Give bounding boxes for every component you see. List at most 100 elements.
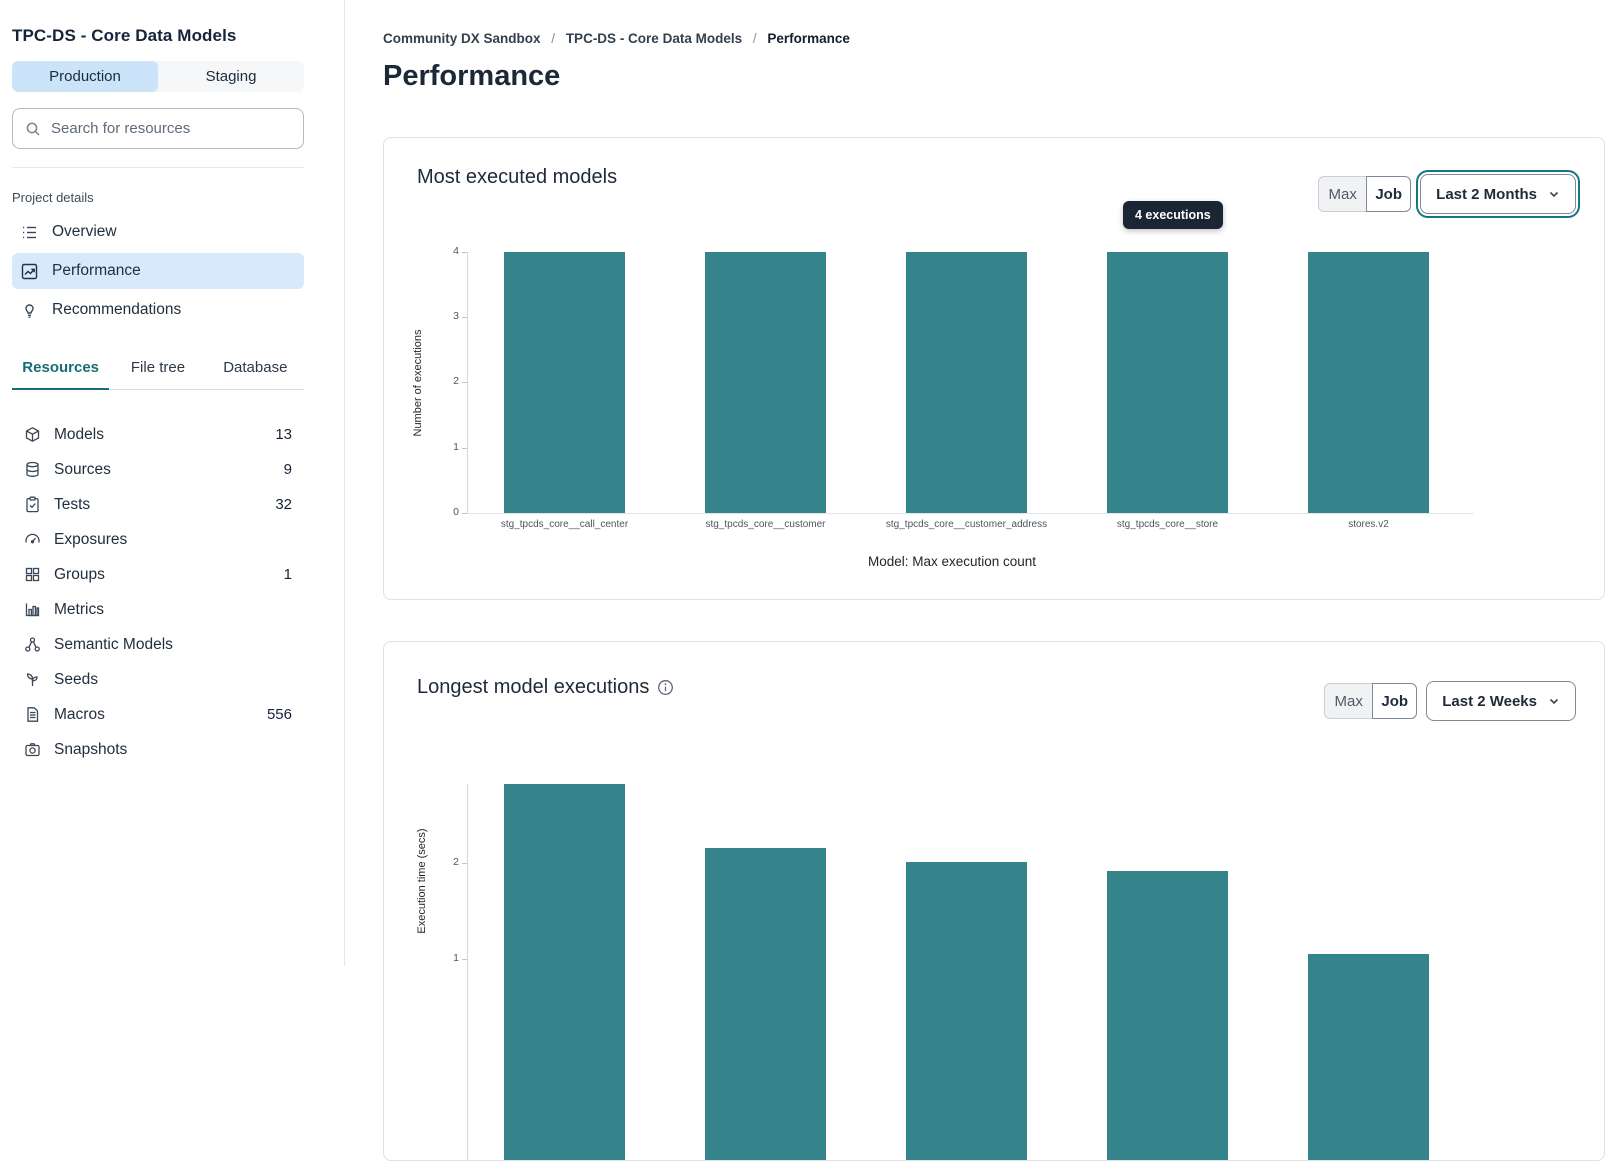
breadcrumb-current: Performance — [767, 31, 850, 46]
grid-icon — [24, 566, 41, 583]
resource-item-models[interactable]: Models 13 — [12, 417, 304, 452]
resource-label: Models — [54, 425, 104, 443]
resource-label: Groups — [54, 565, 105, 583]
search-box[interactable] — [12, 108, 304, 149]
resource-label: Macros — [54, 705, 105, 723]
clipboard-check-icon — [24, 496, 41, 513]
y-tick-label: 2 — [453, 856, 459, 868]
y-tick-label: 2 — [453, 375, 459, 387]
sidebar-item-performance[interactable]: Performance — [12, 253, 304, 289]
tab-production[interactable]: Production — [12, 61, 158, 92]
job-button[interactable]: Job — [1372, 683, 1418, 719]
tab-file-tree[interactable]: File tree — [109, 359, 207, 390]
y-tick-mark — [462, 863, 467, 864]
sidebar-item-overview[interactable]: Overview — [12, 214, 304, 250]
y-axis-line — [467, 252, 468, 513]
gauge-icon — [24, 531, 41, 548]
project-nav: Overview Performance Recommendations — [12, 214, 304, 328]
y-tick-label: 4 — [453, 245, 459, 257]
bar-4[interactable] — [1308, 954, 1429, 1160]
breadcrumb-link-project[interactable]: TPC-DS - Core Data Models — [565, 31, 743, 46]
project-title: TPC-DS - Core Data Models — [12, 26, 237, 45]
bar-1[interactable] — [705, 252, 826, 513]
resource-label: Sources — [54, 460, 111, 478]
sidebar-item-label: Performance — [52, 262, 141, 279]
x-tick-label: stg_tpcds_core__call_center — [500, 519, 629, 530]
chevron-down-icon — [1548, 188, 1560, 200]
resource-item-tests[interactable]: Tests 32 — [12, 487, 304, 522]
x-tick-label: stores.v2 — [1348, 519, 1389, 530]
y-tick-mark — [462, 513, 467, 514]
y-axis-line — [467, 784, 468, 1160]
resource-label: Tests — [54, 495, 91, 513]
job-button[interactable]: Job — [1366, 176, 1412, 212]
chevron-down-icon — [1548, 695, 1560, 707]
environment-toggle: Production Staging — [12, 61, 304, 92]
tab-resources[interactable]: Resources — [12, 359, 110, 390]
info-icon[interactable] — [657, 679, 674, 696]
sidebar-divider — [12, 167, 304, 168]
breadcrumb-link-sandbox[interactable]: Community DX Sandbox — [383, 31, 541, 46]
resource-count: 9 — [283, 461, 292, 478]
network-icon — [24, 636, 41, 653]
bar-2[interactable] — [906, 252, 1027, 513]
resource-count: 32 — [275, 496, 292, 513]
resource-count: 13 — [275, 426, 292, 443]
x-tick-label: stg_tpcds_core__customer_address — [885, 519, 1048, 530]
bar-0[interactable] — [504, 252, 625, 513]
card-most-executed-models: Most executed models Max Job Last 2 Mont… — [383, 137, 1605, 600]
chart-line-icon — [21, 263, 38, 280]
bar-0[interactable] — [504, 784, 625, 1160]
y-axis-title: Execution time (secs) — [416, 828, 428, 934]
bar-chart-icon — [24, 601, 41, 618]
resource-label: Semantic Models — [54, 635, 173, 653]
breadcrumb-separator: / — [752, 31, 757, 46]
sidebar-item-label: Overview — [52, 223, 117, 240]
breadcrumb-separator: / — [551, 31, 556, 46]
time-range-dropdown[interactable]: Last 2 Months — [1420, 174, 1576, 214]
resource-item-metrics[interactable]: Metrics — [12, 592, 304, 627]
resource-item-sources[interactable]: Sources 9 — [12, 452, 304, 487]
database-icon — [24, 461, 41, 478]
breadcrumb: Community DX Sandbox / TPC-DS - Core Dat… — [383, 31, 850, 46]
resource-label: Snapshots — [54, 740, 128, 758]
bar-3[interactable] — [1107, 252, 1228, 513]
bar-2[interactable] — [906, 862, 1027, 1160]
bar-1[interactable] — [705, 848, 826, 1160]
sidebar-item-recommendations[interactable]: Recommendations — [12, 292, 304, 328]
y-tick-label: 1 — [453, 441, 459, 453]
tab-database[interactable]: Database — [206, 359, 304, 390]
card-longest-model-executions: Longest model executions Max Job Last 2 … — [383, 641, 1605, 1161]
resource-item-macros[interactable]: Macros 556 — [12, 697, 304, 732]
y-tick-mark — [462, 317, 467, 318]
y-tick-mark — [462, 959, 467, 960]
max-button[interactable]: Max — [1324, 683, 1373, 719]
search-icon — [25, 121, 41, 137]
tab-staging[interactable]: Staging — [205, 68, 257, 85]
y-tick-label: 1 — [453, 952, 459, 964]
resource-item-groups[interactable]: Groups 1 — [12, 557, 304, 592]
y-tick-mark — [462, 382, 467, 383]
time-range-dropdown[interactable]: Last 2 Weeks — [1426, 681, 1576, 721]
project-details-label: Project details — [12, 190, 94, 205]
bar-4[interactable] — [1308, 252, 1429, 513]
y-tick-label: 3 — [453, 310, 459, 322]
bar-3[interactable] — [1107, 871, 1228, 1160]
resource-item-exposures[interactable]: Exposures — [12, 522, 304, 557]
max-button[interactable]: Max — [1318, 176, 1367, 212]
page-title: Performance — [383, 60, 561, 92]
x-tick-label: stg_tpcds_core__store — [1116, 519, 1219, 530]
most-executed-chart: Number of executions Model: Max executio… — [384, 138, 1604, 599]
resource-item-semantic-models[interactable]: Semantic Models — [12, 627, 304, 662]
resource-list: Models 13 Sources 9 Tests 32 — [12, 417, 304, 767]
x-tick-label: stg_tpcds_core__customer — [705, 519, 826, 530]
list-icon — [21, 224, 38, 241]
x-axis-title: Model: Max execution count — [867, 554, 1037, 569]
search-input[interactable] — [51, 120, 291, 137]
resource-item-seeds[interactable]: Seeds — [12, 662, 304, 697]
resource-item-snapshots[interactable]: Snapshots — [12, 732, 304, 767]
resource-tabs: Resources File tree Database — [12, 359, 304, 390]
y-axis-title: Number of executions — [412, 329, 424, 437]
resource-label: Exposures — [54, 530, 128, 548]
resource-count: 556 — [266, 706, 292, 723]
